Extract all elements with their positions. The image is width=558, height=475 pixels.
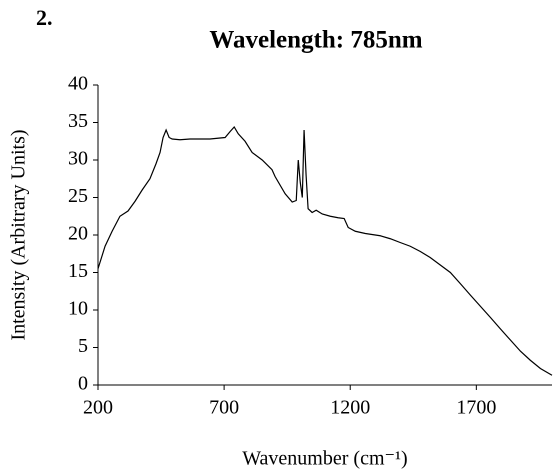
y-tick-label: 15 — [68, 260, 88, 282]
y-tick-label: 25 — [68, 185, 88, 207]
panel-label: 2. — [36, 5, 53, 30]
y-tick-label: 35 — [68, 110, 88, 132]
y-tick-label: 30 — [68, 148, 88, 170]
y-tick-label: 20 — [68, 223, 88, 245]
chart-title: Wavelength: 785nm — [209, 27, 422, 54]
x-tick-label: 200 — [83, 397, 113, 419]
y-tick-label: 5 — [78, 335, 88, 357]
y-tick-label: 10 — [68, 298, 88, 320]
y-tick-label: 40 — [68, 73, 88, 95]
y-tick-label: 0 — [78, 373, 88, 395]
series-line — [97, 125, 553, 376]
x-tick-label: 1200 — [330, 397, 370, 419]
x-tick-label: 700 — [209, 397, 239, 419]
y-axis-label: Intensity (Arbitrary Units) — [8, 129, 30, 340]
x-tick-label: 1700 — [456, 397, 496, 419]
x-axis-label: Wavenumber (cm⁻¹) — [242, 448, 407, 470]
